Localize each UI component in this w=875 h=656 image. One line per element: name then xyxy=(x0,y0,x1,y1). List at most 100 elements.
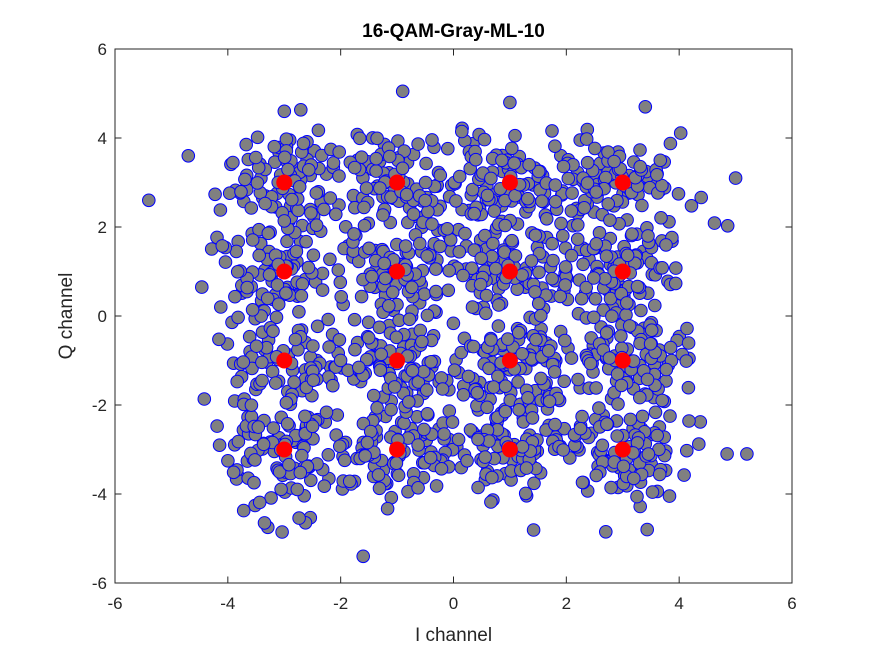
sample-point xyxy=(501,332,515,346)
sample-point xyxy=(521,191,535,206)
sample-point xyxy=(663,340,678,355)
sample-point xyxy=(306,248,321,262)
sample-point xyxy=(495,153,509,168)
sample-point xyxy=(387,380,402,394)
sample-point xyxy=(503,95,517,110)
sample-point xyxy=(648,405,663,420)
sample-point xyxy=(369,151,384,166)
sample-point xyxy=(673,126,688,140)
sample-point xyxy=(357,200,371,215)
sample-point xyxy=(644,323,659,338)
sample-point xyxy=(370,131,384,146)
sample-point xyxy=(269,310,284,325)
sample-point xyxy=(236,355,251,369)
sample-point xyxy=(304,473,318,488)
sample-point xyxy=(482,434,496,448)
sample-point xyxy=(679,354,694,368)
sample-point xyxy=(465,261,479,276)
sample-point xyxy=(654,211,668,225)
sample-point xyxy=(261,226,276,241)
sample-point xyxy=(565,186,579,200)
sample-point xyxy=(260,291,275,306)
sample-point xyxy=(682,414,696,428)
sample-point xyxy=(508,249,523,263)
constellation-point xyxy=(276,441,293,458)
sample-point xyxy=(181,149,196,163)
sample-point xyxy=(424,355,438,369)
sample-point xyxy=(418,175,433,190)
sample-point xyxy=(556,229,570,243)
sample-point xyxy=(142,193,156,208)
sample-point xyxy=(405,364,420,378)
sample-point xyxy=(548,178,563,192)
sample-point xyxy=(587,310,601,325)
sample-point xyxy=(545,271,559,286)
sample-point xyxy=(546,253,560,268)
sample-point xyxy=(564,204,579,218)
sample-point xyxy=(348,342,362,357)
sample-point xyxy=(564,248,579,263)
sample-point xyxy=(415,334,429,349)
sample-point xyxy=(370,401,384,415)
x-tick-label: 0 xyxy=(449,594,458,613)
x-tick-label: -6 xyxy=(107,594,122,613)
sample-point xyxy=(638,100,653,114)
sample-point xyxy=(603,213,617,227)
sample-point xyxy=(411,481,425,495)
y-tick-label: 4 xyxy=(98,129,107,148)
axis-ticks: -6 -4 -2 0 2 4 6 -6 -4 -2 0 2 4 6 xyxy=(92,40,797,613)
sample-point xyxy=(623,412,638,427)
sample-point xyxy=(215,239,230,253)
constellation-point xyxy=(614,174,631,191)
sample-point xyxy=(372,481,387,496)
sample-point xyxy=(655,393,670,408)
sample-point xyxy=(627,471,641,486)
sample-point xyxy=(311,123,326,138)
sample-point xyxy=(419,156,433,171)
sample-point xyxy=(277,150,292,165)
sample-point xyxy=(366,388,381,403)
sample-point xyxy=(471,480,485,495)
sample-point xyxy=(692,437,706,451)
sample-point xyxy=(485,470,499,485)
sample-point xyxy=(294,289,309,303)
sample-point xyxy=(604,480,618,495)
sample-point xyxy=(531,164,546,179)
sample-point xyxy=(399,187,414,202)
sample-point xyxy=(317,202,331,217)
constellation-point xyxy=(389,352,406,369)
sample-point xyxy=(650,428,665,443)
sample-point xyxy=(587,271,601,285)
sample-point xyxy=(248,453,262,467)
sample-point xyxy=(397,144,412,158)
sample-point xyxy=(663,136,678,151)
sample-point xyxy=(398,239,413,253)
sample-point xyxy=(357,218,372,233)
sample-point xyxy=(365,269,379,284)
sample-point xyxy=(510,282,525,297)
sample-point xyxy=(599,249,614,264)
constellation-point xyxy=(614,441,631,458)
sample-point xyxy=(693,415,708,429)
sample-point xyxy=(571,218,585,232)
sample-point xyxy=(740,447,754,461)
sample-point xyxy=(447,363,462,378)
sample-point xyxy=(446,316,461,331)
sample-point xyxy=(420,407,435,421)
sample-point xyxy=(541,344,556,358)
sample-point xyxy=(641,447,656,461)
y-tick-label: -6 xyxy=(92,574,107,593)
sample-point xyxy=(630,279,645,294)
sample-point xyxy=(371,468,386,482)
sample-point xyxy=(429,479,444,493)
sample-point xyxy=(433,239,447,254)
sample-point xyxy=(600,417,614,431)
sample-point xyxy=(441,141,455,156)
sample-point xyxy=(662,489,677,503)
sample-point xyxy=(310,319,325,334)
sample-point xyxy=(498,379,513,394)
sample-point xyxy=(417,422,431,437)
sample-point xyxy=(267,139,282,154)
sample-point xyxy=(239,137,253,152)
plot-area xyxy=(115,49,792,583)
